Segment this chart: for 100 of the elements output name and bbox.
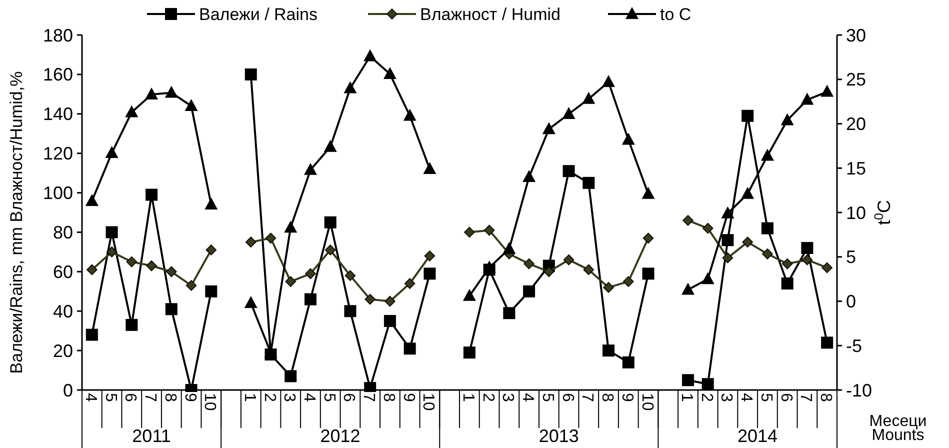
point [463,346,476,359]
y-tick-label: 120 [42,144,73,164]
x-tick-label: 6 [558,393,576,402]
point [304,162,317,175]
point [126,318,138,331]
y2-tick-label: -5 [846,336,862,356]
x-tick-label: 1 [459,393,476,402]
x-tick-label: 5 [757,393,774,402]
point [484,224,495,236]
point [722,234,734,246]
point [742,110,754,122]
x-tick-label: 7 [797,393,814,402]
point [86,264,98,276]
x-tick-label: 4 [82,393,99,402]
x-tick-label: 4 [738,393,755,402]
point [384,314,396,327]
point [384,296,396,307]
point [244,68,257,80]
x-tick-label: 8 [598,393,616,402]
point [562,106,576,119]
point [245,236,256,248]
point [582,92,596,104]
x-tick-label: 3 [280,393,298,402]
point [344,270,356,282]
point [164,86,178,98]
point [424,250,436,262]
point [165,303,178,316]
point [642,232,654,244]
point [265,232,276,244]
x-tick-label: 6 [777,393,794,402]
point [105,146,118,158]
y2-tick-label: 30 [846,25,866,46]
point [523,285,536,298]
point [524,258,534,270]
x-axis-title: Месеци Mounts [869,413,927,444]
y-tick-label: 100 [42,183,73,204]
point [324,140,337,152]
point [206,244,217,256]
point [106,226,118,238]
point [464,226,475,238]
y-tick-label: 140 [42,104,73,124]
point [424,268,436,280]
point [821,336,834,349]
x-tick-label: 3 [499,393,516,402]
point [166,266,177,278]
point [562,165,575,178]
point [642,268,654,280]
point [482,260,496,273]
point [780,113,794,126]
y2-tick-label: 10 [846,202,866,223]
x-tick-label: 2 [698,393,715,402]
point [622,356,634,368]
y-axis-title: Валежи/Rains, mm Влажност/Humid,% [7,71,26,374]
text: 2012 [320,426,360,446]
legend-label: Влажност / Humid [420,5,561,24]
point [544,266,554,278]
y-tick-label: 20 [52,340,73,361]
x-tick-label: 7 [360,393,378,402]
point [762,248,773,260]
x-tick-label: 5 [538,393,556,402]
point [364,49,377,62]
x-tick-label: 10 [201,393,218,411]
x-tick-label: 1 [678,393,695,402]
point [404,278,416,289]
x-tick-label: 6 [340,393,358,402]
point [622,276,634,287]
point [741,186,754,199]
text: 2013 [538,426,579,446]
y-tick-label: 60 [52,262,73,282]
x-tick-label: 10 [638,393,656,411]
point [702,222,714,234]
point [682,214,694,226]
point [125,105,138,118]
point [802,254,813,266]
point [801,242,814,254]
y2-tick-label: 25 [846,70,866,90]
x-tick-label: 2 [479,393,496,402]
point [462,288,476,301]
y-tick-label: 40 [52,301,73,322]
y-tick-label: 180 [42,25,73,46]
x-tick-label: 7 [142,393,159,402]
point [603,282,614,293]
legend-label: to C [660,5,692,24]
point [820,84,834,97]
x-tick-label: 9 [618,393,636,402]
point [383,67,396,80]
x-tick-label: 8 [161,393,178,402]
point [184,99,198,111]
point [761,222,774,234]
point [364,294,376,305]
text: 2011 [132,426,171,446]
x-tick-label: 5 [102,393,119,402]
x-tick-label: 5 [320,393,338,402]
point [186,280,197,291]
text: 2014 [738,426,778,446]
point [324,244,336,256]
point [205,285,218,298]
y2-tick-label: 20 [846,114,866,134]
point [563,254,574,266]
point [760,148,774,161]
